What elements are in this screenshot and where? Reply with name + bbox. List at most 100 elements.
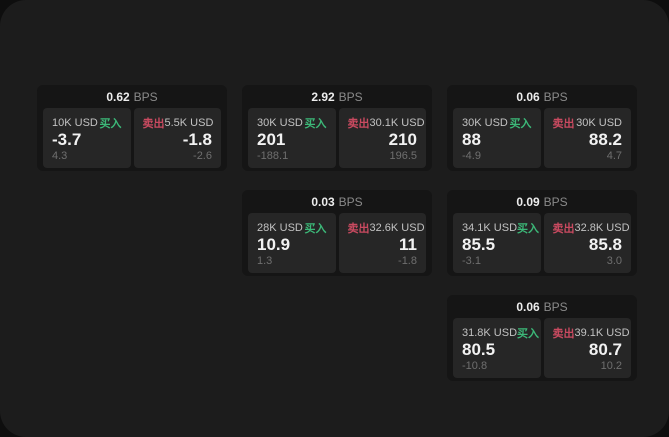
spread-bps-value: 0.06 <box>516 90 540 104</box>
buy-sub-value: 4.3 <box>52 149 68 162</box>
sell-sub-value: 3.0 <box>606 254 622 267</box>
bps-unit-label: BPS <box>543 90 568 104</box>
sell-price-value: 210 <box>388 130 417 149</box>
buy-quote-tile[interactable]: 31.8K USD 买入 80.5 -10.8 <box>453 318 541 378</box>
buy-sub-value: -4.9 <box>462 149 481 162</box>
buy-sub-value: 1.3 <box>257 254 273 267</box>
quote-card[interactable]: 0.09 BPS 34.1K USD 买入 85.5 -3.1 卖出 32.8K … <box>447 190 637 276</box>
buy-side-label: 买入 <box>304 118 327 130</box>
sell-side-label: 卖出 <box>552 223 575 235</box>
sell-sub-value: -2.6 <box>193 149 212 162</box>
sell-sub-value: 10.2 <box>600 359 622 372</box>
quote-card[interactable]: 0.03 BPS 28K USD 买入 10.9 1.3 卖出 32.6K USD… <box>242 190 432 276</box>
card-body: 30K USD 买入 88 -4.9 卖出 30K USD 88.2 4.7 <box>447 108 637 171</box>
card-header: 0.06 BPS <box>447 85 637 108</box>
buy-quote-tile[interactable]: 30K USD 买入 201 -188.1 <box>248 108 336 168</box>
sell-quote-tile[interactable]: 卖出 39.1K USD 80.7 10.2 <box>543 318 631 378</box>
sell-price-value: 85.8 <box>588 235 622 254</box>
sell-quote-tile[interactable]: 卖出 30.1K USD 210 196.5 <box>338 108 426 168</box>
bps-unit-label: BPS <box>338 90 363 104</box>
sell-tile-header: 卖出 39.1K USD <box>552 325 630 341</box>
buy-notional-label: 34.1K USD <box>462 222 518 234</box>
bps-unit-label: BPS <box>133 90 158 104</box>
buy-side-label: 买入 <box>99 118 122 130</box>
sell-notional-label: 32.8K USD <box>574 222 630 234</box>
sell-side-label: 卖出 <box>142 118 165 130</box>
sell-sub-value: -1.8 <box>398 254 417 267</box>
sell-tile-header: 卖出 5.5K USD <box>142 115 214 131</box>
quote-card[interactable]: 0.62 BPS 10K USD 买入 -3.7 4.3 卖出 5.5K USD … <box>37 85 227 171</box>
sell-quote-tile[interactable]: 卖出 30K USD 88.2 4.7 <box>543 108 631 168</box>
sell-quote-tile[interactable]: 卖出 32.6K USD 11 -1.8 <box>338 213 426 273</box>
sell-tile-header: 卖出 30K USD <box>553 115 623 131</box>
sell-tile-header: 卖出 32.6K USD <box>347 220 425 236</box>
card-body: 28K USD 买入 10.9 1.3 卖出 32.6K USD 11 -1.8 <box>242 213 432 276</box>
buy-sub-value: -10.8 <box>462 359 488 372</box>
buy-notional-label: 28K USD <box>257 222 303 234</box>
bps-unit-label: BPS <box>338 195 363 209</box>
quote-card[interactable]: 2.92 BPS 30K USD 买入 201 -188.1 卖出 30.1K U… <box>242 85 432 171</box>
spread-bps-value: 0.03 <box>311 195 335 209</box>
sell-side-label: 卖出 <box>552 118 575 130</box>
sell-notional-label: 30K USD <box>576 117 622 129</box>
sell-quote-tile[interactable]: 卖出 32.8K USD 85.8 3.0 <box>543 213 631 273</box>
buy-tile-header: 28K USD 买入 <box>257 220 327 236</box>
buy-tile-header: 10K USD 买入 <box>52 115 122 131</box>
sell-tile-header: 卖出 32.8K USD <box>552 220 630 236</box>
buy-price-value: 10.9 <box>257 235 291 254</box>
buy-price-value: 88 <box>462 130 481 149</box>
sell-notional-label: 39.1K USD <box>574 327 630 339</box>
sell-sub-value: 196.5 <box>389 149 417 162</box>
buy-side-label: 买入 <box>304 223 327 235</box>
buy-side-label: 买入 <box>517 223 540 235</box>
sell-sub-value: 4.7 <box>606 149 622 162</box>
buy-quote-tile[interactable]: 34.1K USD 买入 85.5 -3.1 <box>453 213 541 273</box>
card-body: 31.8K USD 买入 80.5 -10.8 卖出 39.1K USD 80.… <box>447 318 637 381</box>
card-body: 30K USD 买入 201 -188.1 卖出 30.1K USD 210 1… <box>242 108 432 171</box>
buy-notional-label: 10K USD <box>52 117 98 129</box>
buy-side-label: 买入 <box>509 118 532 130</box>
sell-tile-header: 卖出 30.1K USD <box>347 115 425 131</box>
sell-side-label: 卖出 <box>552 328 575 340</box>
buy-price-value: -3.7 <box>52 130 82 149</box>
sell-notional-label: 30.1K USD <box>369 117 425 129</box>
spread-bps-value: 2.92 <box>311 90 335 104</box>
spread-bps-value: 0.06 <box>516 300 540 314</box>
buy-tile-header: 34.1K USD 买入 <box>462 220 539 236</box>
spread-bps-value: 0.09 <box>516 195 540 209</box>
buy-notional-label: 30K USD <box>462 117 508 129</box>
buy-price-value: 201 <box>257 130 286 149</box>
sell-side-label: 卖出 <box>347 118 370 130</box>
bps-unit-label: BPS <box>543 195 568 209</box>
bps-unit-label: BPS <box>543 300 568 314</box>
sell-quote-tile[interactable]: 卖出 5.5K USD -1.8 -2.6 <box>133 108 221 168</box>
buy-price-value: 85.5 <box>462 235 496 254</box>
buy-quote-tile[interactable]: 10K USD 买入 -3.7 4.3 <box>43 108 131 168</box>
buy-notional-label: 31.8K USD <box>462 327 518 339</box>
card-body: 10K USD 买入 -3.7 4.3 卖出 5.5K USD -1.8 -2.… <box>37 108 227 171</box>
buy-price-value: 80.5 <box>462 340 496 359</box>
quote-card[interactable]: 0.06 BPS 30K USD 买入 88 -4.9 卖出 30K USD 88… <box>447 85 637 171</box>
sell-price-value: -1.8 <box>182 130 212 149</box>
card-body: 34.1K USD 买入 85.5 -3.1 卖出 32.8K USD 85.8… <box>447 213 637 276</box>
buy-quote-tile[interactable]: 30K USD 买入 88 -4.9 <box>453 108 541 168</box>
buy-quote-tile[interactable]: 28K USD 买入 10.9 1.3 <box>248 213 336 273</box>
buy-tile-header: 30K USD 买入 <box>462 115 532 131</box>
quote-card[interactable]: 0.06 BPS 31.8K USD 买入 80.5 -10.8 卖出 39.1K… <box>447 295 637 381</box>
spread-bps-value: 0.62 <box>106 90 130 104</box>
sell-price-value: 11 <box>399 235 417 254</box>
buy-sub-value: -3.1 <box>462 254 481 267</box>
quote-cards-grid: 0.62 BPS 10K USD 买入 -3.7 4.3 卖出 5.5K USD … <box>37 85 637 381</box>
card-header: 2.92 BPS <box>242 85 432 108</box>
card-header: 0.09 BPS <box>447 190 637 213</box>
sell-price-value: 88.2 <box>588 130 622 149</box>
buy-tile-header: 31.8K USD 买入 <box>462 325 539 341</box>
sell-price-value: 80.7 <box>588 340 622 359</box>
card-header: 0.06 BPS <box>447 295 637 318</box>
buy-notional-label: 30K USD <box>257 117 303 129</box>
sell-notional-label: 32.6K USD <box>369 222 425 234</box>
buy-side-label: 买入 <box>517 328 540 340</box>
sell-side-label: 卖出 <box>347 223 370 235</box>
buy-sub-value: -188.1 <box>257 149 289 162</box>
